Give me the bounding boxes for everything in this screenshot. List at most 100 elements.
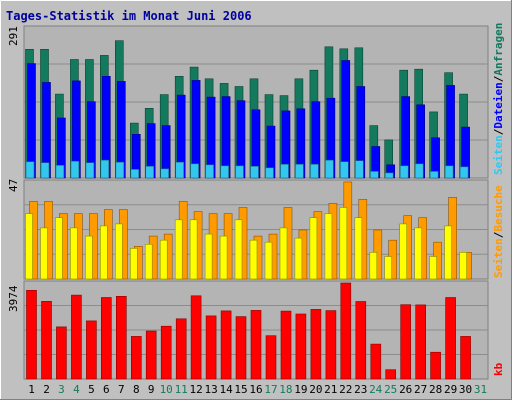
bar-seiten-requests <box>414 163 424 179</box>
day-label: 5 <box>88 383 95 396</box>
bar-seiten-visits <box>85 235 93 280</box>
day-label: 12 <box>189 383 202 396</box>
day-label: 25 <box>384 383 397 396</box>
day-label: 13 <box>204 383 217 396</box>
bar-seiten-visits <box>55 217 63 280</box>
day-label: 27 <box>414 383 427 396</box>
bar-kb <box>340 282 352 380</box>
bar-seiten-requests <box>444 165 454 179</box>
day-labels: 1 2 3 4 5 6 7 8 9 10 11 12 13 14 15 16 17 18 19 20 21 22 23 24 2… <box>28 383 487 396</box>
day-label: 1 <box>28 383 35 396</box>
bar-kb <box>145 330 157 380</box>
day-label: 11 <box>175 383 188 396</box>
bar-kb <box>310 309 322 380</box>
bar-kb <box>26 289 37 380</box>
bar-seiten-visits <box>309 217 318 280</box>
bar-seiten-visits <box>339 207 348 280</box>
bar-seiten-requests <box>265 167 274 179</box>
day-label: 19 <box>294 383 307 396</box>
bar-seiten-visits <box>25 213 33 280</box>
bar-seiten-requests <box>235 165 244 179</box>
bar-kb <box>41 300 52 380</box>
bar-seiten-visits <box>40 227 48 280</box>
bar-seiten-requests <box>280 164 289 179</box>
bar-kb <box>160 325 172 380</box>
legend-separator-3: / <box>492 231 505 238</box>
bar-kb <box>220 310 232 380</box>
bar-seiten-visits <box>354 217 363 280</box>
chart-title: Tages-Statistik im Monat Juni 2006 <box>6 9 252 23</box>
legend-besuche: Besuche <box>492 185 505 232</box>
bar-seiten-visits <box>219 235 228 280</box>
bar-seiten-visits <box>249 239 258 280</box>
bar-seiten-requests <box>429 171 439 179</box>
day-label: 8 <box>133 383 140 396</box>
bar-seiten-visits <box>264 241 273 280</box>
bar-kb <box>56 326 67 380</box>
day-label: 24 <box>369 383 383 396</box>
bar-seiten-visits <box>429 256 437 280</box>
bar-seiten-visits <box>414 227 423 280</box>
bar-kb <box>71 294 82 380</box>
legend-kb: kb <box>492 362 505 376</box>
day-label: 16 <box>249 383 262 396</box>
bar-seiten-requests <box>130 169 140 179</box>
requests-ymax-label: 291 <box>7 26 20 46</box>
bar-dateien <box>341 60 351 179</box>
bar-seiten-visits <box>399 223 408 280</box>
day-label: 6 <box>103 383 110 396</box>
day-label: 30 <box>459 383 472 396</box>
bar-seiten-visits <box>234 219 243 280</box>
bar-seiten-requests <box>100 159 110 179</box>
bar-seiten-requests <box>25 161 35 179</box>
day-label: 14 <box>219 383 233 396</box>
day-label: 3 <box>58 383 65 396</box>
right-legend-mid: Seiten/Besuche <box>492 185 505 278</box>
bar-dateien <box>27 63 36 179</box>
bar-seiten-visits <box>130 248 138 280</box>
bar-seiten-requests <box>399 165 409 179</box>
bar-seiten-visits <box>174 219 183 280</box>
legend-separator-1: / <box>492 128 505 135</box>
bar-kb <box>280 310 292 380</box>
bar-kb <box>235 316 247 380</box>
bar-seiten-requests <box>85 162 95 179</box>
bar-dateien <box>191 80 201 179</box>
bar-seiten-requests <box>220 165 229 179</box>
bar-seiten-visits <box>189 219 198 280</box>
day-label: 26 <box>399 383 412 396</box>
bar-seiten-visits <box>444 225 452 280</box>
bar-seiten-requests <box>384 172 394 179</box>
day-label: 15 <box>234 383 247 396</box>
bar-seiten-visits <box>369 252 378 280</box>
bar-seiten-visits <box>294 237 303 280</box>
bar-kb <box>385 369 397 380</box>
legend-seiten-top: Seiten <box>492 135 505 175</box>
bar-seiten-visits <box>459 252 467 280</box>
day-label: 21 <box>324 383 337 396</box>
bar-dateien <box>446 85 455 179</box>
day-label: 28 <box>429 383 442 396</box>
day-label: 20 <box>309 383 322 396</box>
day-label: 2 <box>43 383 50 396</box>
bar-seiten-requests <box>70 160 80 179</box>
day-label: 23 <box>354 383 367 396</box>
day-label: 9 <box>148 383 155 396</box>
legend-dateien: Dateien <box>492 82 505 128</box>
bar-seiten-requests <box>190 163 199 179</box>
bars <box>25 40 472 380</box>
bar-seiten-requests <box>310 164 319 179</box>
bar-kb <box>295 313 307 380</box>
day-label: 4 <box>73 383 80 396</box>
bar-seiten-visits <box>144 244 153 280</box>
bar-kb <box>265 335 277 380</box>
day-label: 29 <box>444 383 457 396</box>
bar-kb <box>400 304 412 380</box>
bar-seiten-visits <box>70 227 78 280</box>
bar-seiten-visits <box>324 213 333 280</box>
bar-kb <box>116 295 127 380</box>
day-label: 17 <box>264 383 277 396</box>
bar-seiten-requests <box>354 160 364 179</box>
bar-seiten-requests <box>175 161 184 179</box>
